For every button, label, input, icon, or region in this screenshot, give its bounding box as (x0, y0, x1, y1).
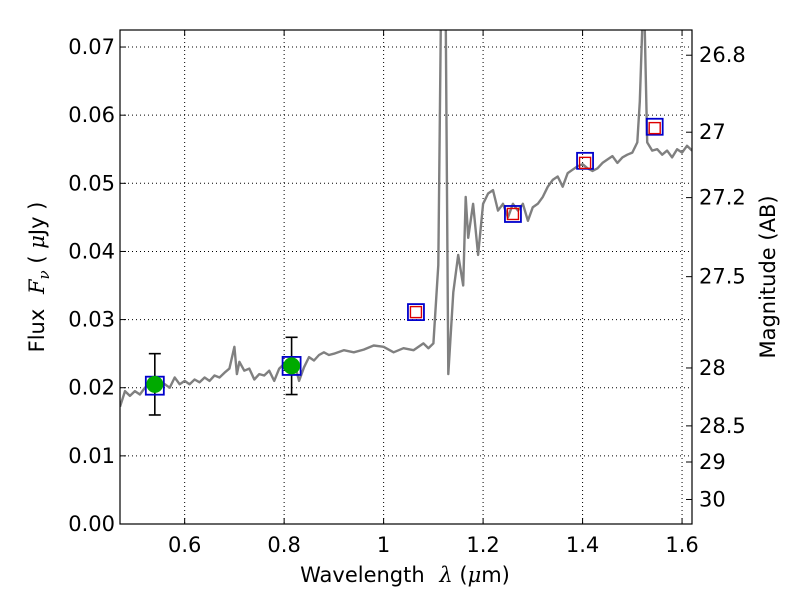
y2-tick-label: 27 (699, 120, 726, 144)
y2-tick-label: 28 (699, 356, 726, 380)
y2-tick-label: 27.5 (699, 265, 746, 289)
model-point-blue (407, 303, 425, 321)
measured-point (283, 357, 301, 375)
y-tick-label: 0.06 (68, 103, 115, 127)
model-point-blue (504, 205, 522, 223)
model-point-red (506, 207, 520, 221)
y2-axis-label: Magnitude (AB) (756, 195, 780, 358)
y-axis-label: Flux Fν ( μJy ) (25, 202, 53, 353)
model-point-red (648, 121, 661, 135)
grid-layer (120, 30, 692, 525)
marker-layer (144, 117, 664, 416)
model-point-red (409, 305, 423, 319)
y-tick-label: 0.04 (68, 239, 115, 263)
tick-layer: 0.6 0.8 1 1.2 1.4 1.6 0.00 0.01 0.02 0.03 0.04 0.05… (68, 30, 746, 557)
x-tick-label: 0.8 (267, 533, 300, 557)
y2-tick-label: 27.2 (699, 186, 746, 210)
y-tick-label: 0.02 (68, 376, 115, 400)
y2-tick-label: 28.5 (699, 414, 746, 438)
y-tick-label: 0.07 (68, 35, 115, 59)
spectrum-line (120, 30, 692, 408)
y-tick-label: 0.05 (68, 171, 115, 195)
measured-point (146, 375, 164, 393)
x-tick-label: 1.2 (466, 533, 499, 557)
x-tick-label: 1.4 (566, 533, 599, 557)
model-point-blue (645, 117, 664, 136)
spectrum-layer (120, 30, 692, 408)
y2-tick-label: 29 (699, 450, 726, 474)
y2-tick-label: 30 (699, 487, 726, 511)
x-tick-label: 0.6 (168, 533, 201, 557)
x-tick-label: 1 (377, 533, 390, 557)
plot-frame (119, 29, 693, 525)
y-tick-label: 0.03 (68, 308, 115, 332)
model-point-red (578, 156, 592, 170)
y-tick-label: 0.00 (68, 512, 115, 536)
y-tick-label: 0.01 (68, 444, 115, 468)
x-tick-label: 1.6 (665, 533, 698, 557)
model-point-blue (281, 356, 302, 376)
y2-tick-label: 26.8 (699, 43, 746, 67)
x-axis-label: Wavelength λ (μm) (300, 563, 510, 587)
